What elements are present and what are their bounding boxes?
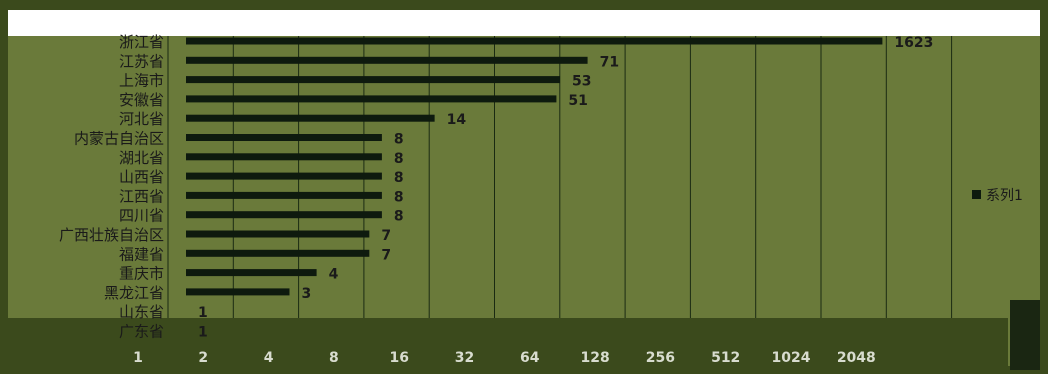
bar xyxy=(186,37,883,45)
data-label: 7 xyxy=(381,228,391,244)
top-strip xyxy=(8,10,1040,36)
data-label: 8 xyxy=(394,132,404,148)
right-panel xyxy=(910,36,1040,306)
category-label: 广西壮族自治区 xyxy=(59,226,164,244)
data-label: 8 xyxy=(394,189,404,205)
category-label: 黑龙江省 xyxy=(104,284,164,302)
data-label: 1623 xyxy=(894,35,933,51)
category-label: 河北省 xyxy=(119,110,164,128)
bar xyxy=(186,153,382,161)
data-label: 7 xyxy=(381,247,391,263)
bar xyxy=(186,134,382,141)
data-label: 4 xyxy=(329,267,339,283)
bar xyxy=(186,56,588,64)
data-label: 8 xyxy=(394,209,404,225)
x-tick-label: 2 xyxy=(198,350,208,366)
data-label: 71 xyxy=(600,54,619,70)
x-tick-label: 2048 xyxy=(837,350,876,366)
bar xyxy=(186,288,290,296)
x-tick-label: 1 xyxy=(133,350,143,366)
category-label: 江苏省 xyxy=(119,52,164,70)
category-label: 四川省 xyxy=(119,207,164,225)
data-label: 51 xyxy=(568,93,587,109)
data-label: 8 xyxy=(394,170,404,186)
bar xyxy=(186,269,317,277)
x-tick-label: 16 xyxy=(389,350,408,366)
bar xyxy=(186,114,435,122)
data-label: 3 xyxy=(301,286,311,302)
bar xyxy=(186,249,370,257)
legend-label: 系列1 xyxy=(986,188,1023,204)
x-tick-label: 4 xyxy=(264,350,274,366)
bar xyxy=(186,172,382,180)
x-axis-tick-labels: 1 2 4 8 16 32 64 128 256 512 1024 2048 xyxy=(133,350,876,366)
x-tick-label: 32 xyxy=(455,350,474,366)
category-label: 福建省 xyxy=(119,245,164,263)
category-label: 内蒙古自治区 xyxy=(74,130,164,148)
bar xyxy=(186,230,370,238)
x-tick-label: 256 xyxy=(646,350,675,366)
category-label: 安徽省 xyxy=(119,91,164,109)
category-label: 浙江省 xyxy=(119,33,164,51)
data-label: 14 xyxy=(447,112,467,128)
upper-left-patch xyxy=(8,36,198,216)
bars xyxy=(186,37,883,296)
category-label: 广东省 xyxy=(119,323,164,341)
category-label: 山西省 xyxy=(119,168,164,186)
category-label: 上海市 xyxy=(119,72,164,90)
data-label: 1 xyxy=(198,305,208,321)
category-label: 山东省 xyxy=(119,303,164,321)
data-label: 8 xyxy=(394,151,404,167)
category-label: 湖北省 xyxy=(119,149,164,167)
x-tick-label: 1024 xyxy=(772,350,811,366)
bar xyxy=(186,211,382,219)
category-label: 重庆市 xyxy=(119,265,164,283)
legend-marker xyxy=(972,190,981,199)
x-tick-label: 64 xyxy=(520,350,540,366)
bar xyxy=(186,191,382,199)
legend: 系列1 xyxy=(972,188,1023,204)
category-label: 江西省 xyxy=(119,187,164,205)
x-tick-label: 128 xyxy=(580,350,609,366)
data-label: 53 xyxy=(572,74,591,90)
x-tick-label: 512 xyxy=(711,350,740,366)
bar xyxy=(186,95,557,103)
bar xyxy=(186,76,561,84)
right-dark-block xyxy=(1010,300,1040,370)
x-tick-label: 8 xyxy=(329,350,339,366)
category-labels: 浙江省江苏省上海市安徽省河北省内蒙古自治区湖北省山西省江西省四川省广西壮族自治区… xyxy=(59,33,164,341)
bottom-axis-band xyxy=(8,318,1008,368)
data-label: 1 xyxy=(198,325,208,341)
